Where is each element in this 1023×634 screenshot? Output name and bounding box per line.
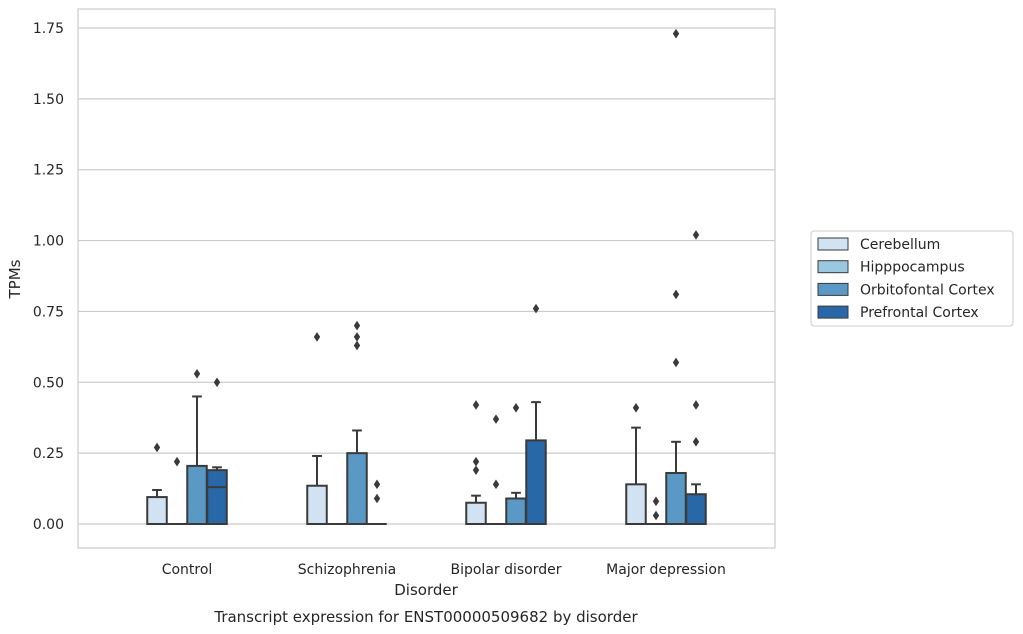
box-body xyxy=(206,469,228,525)
outlier-point xyxy=(472,456,480,467)
series-cerebellum xyxy=(146,332,647,526)
outlier-point xyxy=(373,493,381,504)
legend-box xyxy=(810,230,1014,327)
plot-frame xyxy=(77,8,776,549)
series-orbitofontal-cortex xyxy=(186,28,687,526)
series-hipppocampus xyxy=(167,414,666,525)
box xyxy=(306,332,328,526)
outlier-point xyxy=(353,320,361,331)
y-tick-label: 1.75 xyxy=(33,21,64,37)
outlier-point xyxy=(492,479,500,490)
outlier-point xyxy=(652,496,660,507)
legend-item: Hipppocampus xyxy=(817,260,965,276)
outlier-point xyxy=(492,414,500,424)
legend-label: Cerebellum xyxy=(860,237,940,253)
y-tick-label: 1.00 xyxy=(33,234,64,250)
box-body xyxy=(306,484,328,526)
box xyxy=(367,479,387,525)
y-tick-label: 0.50 xyxy=(33,375,64,391)
box-body xyxy=(505,497,527,525)
box-body xyxy=(685,493,707,525)
y-axis-label: TPMs xyxy=(6,259,24,299)
box xyxy=(146,442,168,525)
box xyxy=(625,402,647,526)
box xyxy=(486,414,506,525)
box-body xyxy=(346,452,368,525)
figure-caption: Transcript expression for ENST0000050968… xyxy=(213,608,638,626)
box xyxy=(346,320,368,525)
legend-swatch xyxy=(817,305,849,319)
outlier-point xyxy=(213,377,221,388)
outlier-point xyxy=(672,28,680,39)
y-tick-label: 0.00 xyxy=(33,517,64,533)
box xyxy=(206,377,228,525)
y-tick-label: 0.75 xyxy=(33,304,64,320)
outlier-point xyxy=(692,230,700,240)
outlier-point xyxy=(532,303,540,314)
box-body xyxy=(525,439,547,526)
box-body xyxy=(146,496,168,525)
box-body xyxy=(465,501,487,526)
x-axis-label: Disorder xyxy=(394,581,458,599)
outlier-point xyxy=(632,402,640,413)
x-tick-labels: Control Schizophrenia Bipolar disorder Majo… xyxy=(162,562,726,578)
legend-swatch xyxy=(817,237,849,251)
y-tick-labels: 0.00 0.25 0.50 0.75 1.00 1.25 1.50 1.75 xyxy=(33,21,64,533)
box-body xyxy=(625,483,647,526)
y-tick-label: 1.25 xyxy=(33,163,64,179)
outlier-point xyxy=(193,368,201,379)
legend-label: Orbitofontal Cortex xyxy=(860,282,995,298)
box-body xyxy=(186,464,208,526)
outlier-point xyxy=(353,332,361,342)
box-series xyxy=(146,28,707,526)
outlier-point xyxy=(692,400,700,410)
outlier-point xyxy=(672,357,680,368)
outlier-point xyxy=(652,510,660,521)
box xyxy=(685,230,707,525)
legend-swatch xyxy=(817,260,849,274)
y-tick-label: 0.25 xyxy=(33,446,64,462)
outlier-point xyxy=(472,400,480,410)
outlier-point xyxy=(373,479,381,490)
box xyxy=(167,456,187,525)
y-tick-label: 1.50 xyxy=(33,92,64,108)
legend-item: Orbitofontal Cortex xyxy=(817,282,995,298)
outlier-point xyxy=(512,402,520,413)
outlier-point xyxy=(353,340,361,351)
box xyxy=(646,496,666,525)
outlier-point xyxy=(173,456,181,467)
box xyxy=(525,303,547,526)
outlier-point xyxy=(153,442,161,453)
legend: Cerebellum Hipppocampus Orbitofontal Corte… xyxy=(810,230,1014,327)
x-tick-label: Schizophrenia xyxy=(298,562,396,578)
x-tick-label: Control xyxy=(162,562,213,578)
series-prefrontal-cortex xyxy=(206,230,707,526)
box-body xyxy=(665,471,687,525)
x-tick-label: Bipolar disorder xyxy=(450,562,561,578)
legend-label: Prefrontal Cortex xyxy=(860,305,979,321)
legend-item: Prefrontal Cortex xyxy=(817,305,979,321)
legend-swatch xyxy=(817,282,849,296)
box xyxy=(465,400,487,526)
legend-item: Cerebellum xyxy=(817,237,940,253)
outlier-point xyxy=(692,437,700,447)
x-tick-label: Major depression xyxy=(606,562,726,578)
outlier-point xyxy=(313,332,321,342)
outlier-point xyxy=(472,465,480,475)
legend-label: Hipppocampus xyxy=(860,260,965,276)
outlier-point xyxy=(672,289,680,300)
